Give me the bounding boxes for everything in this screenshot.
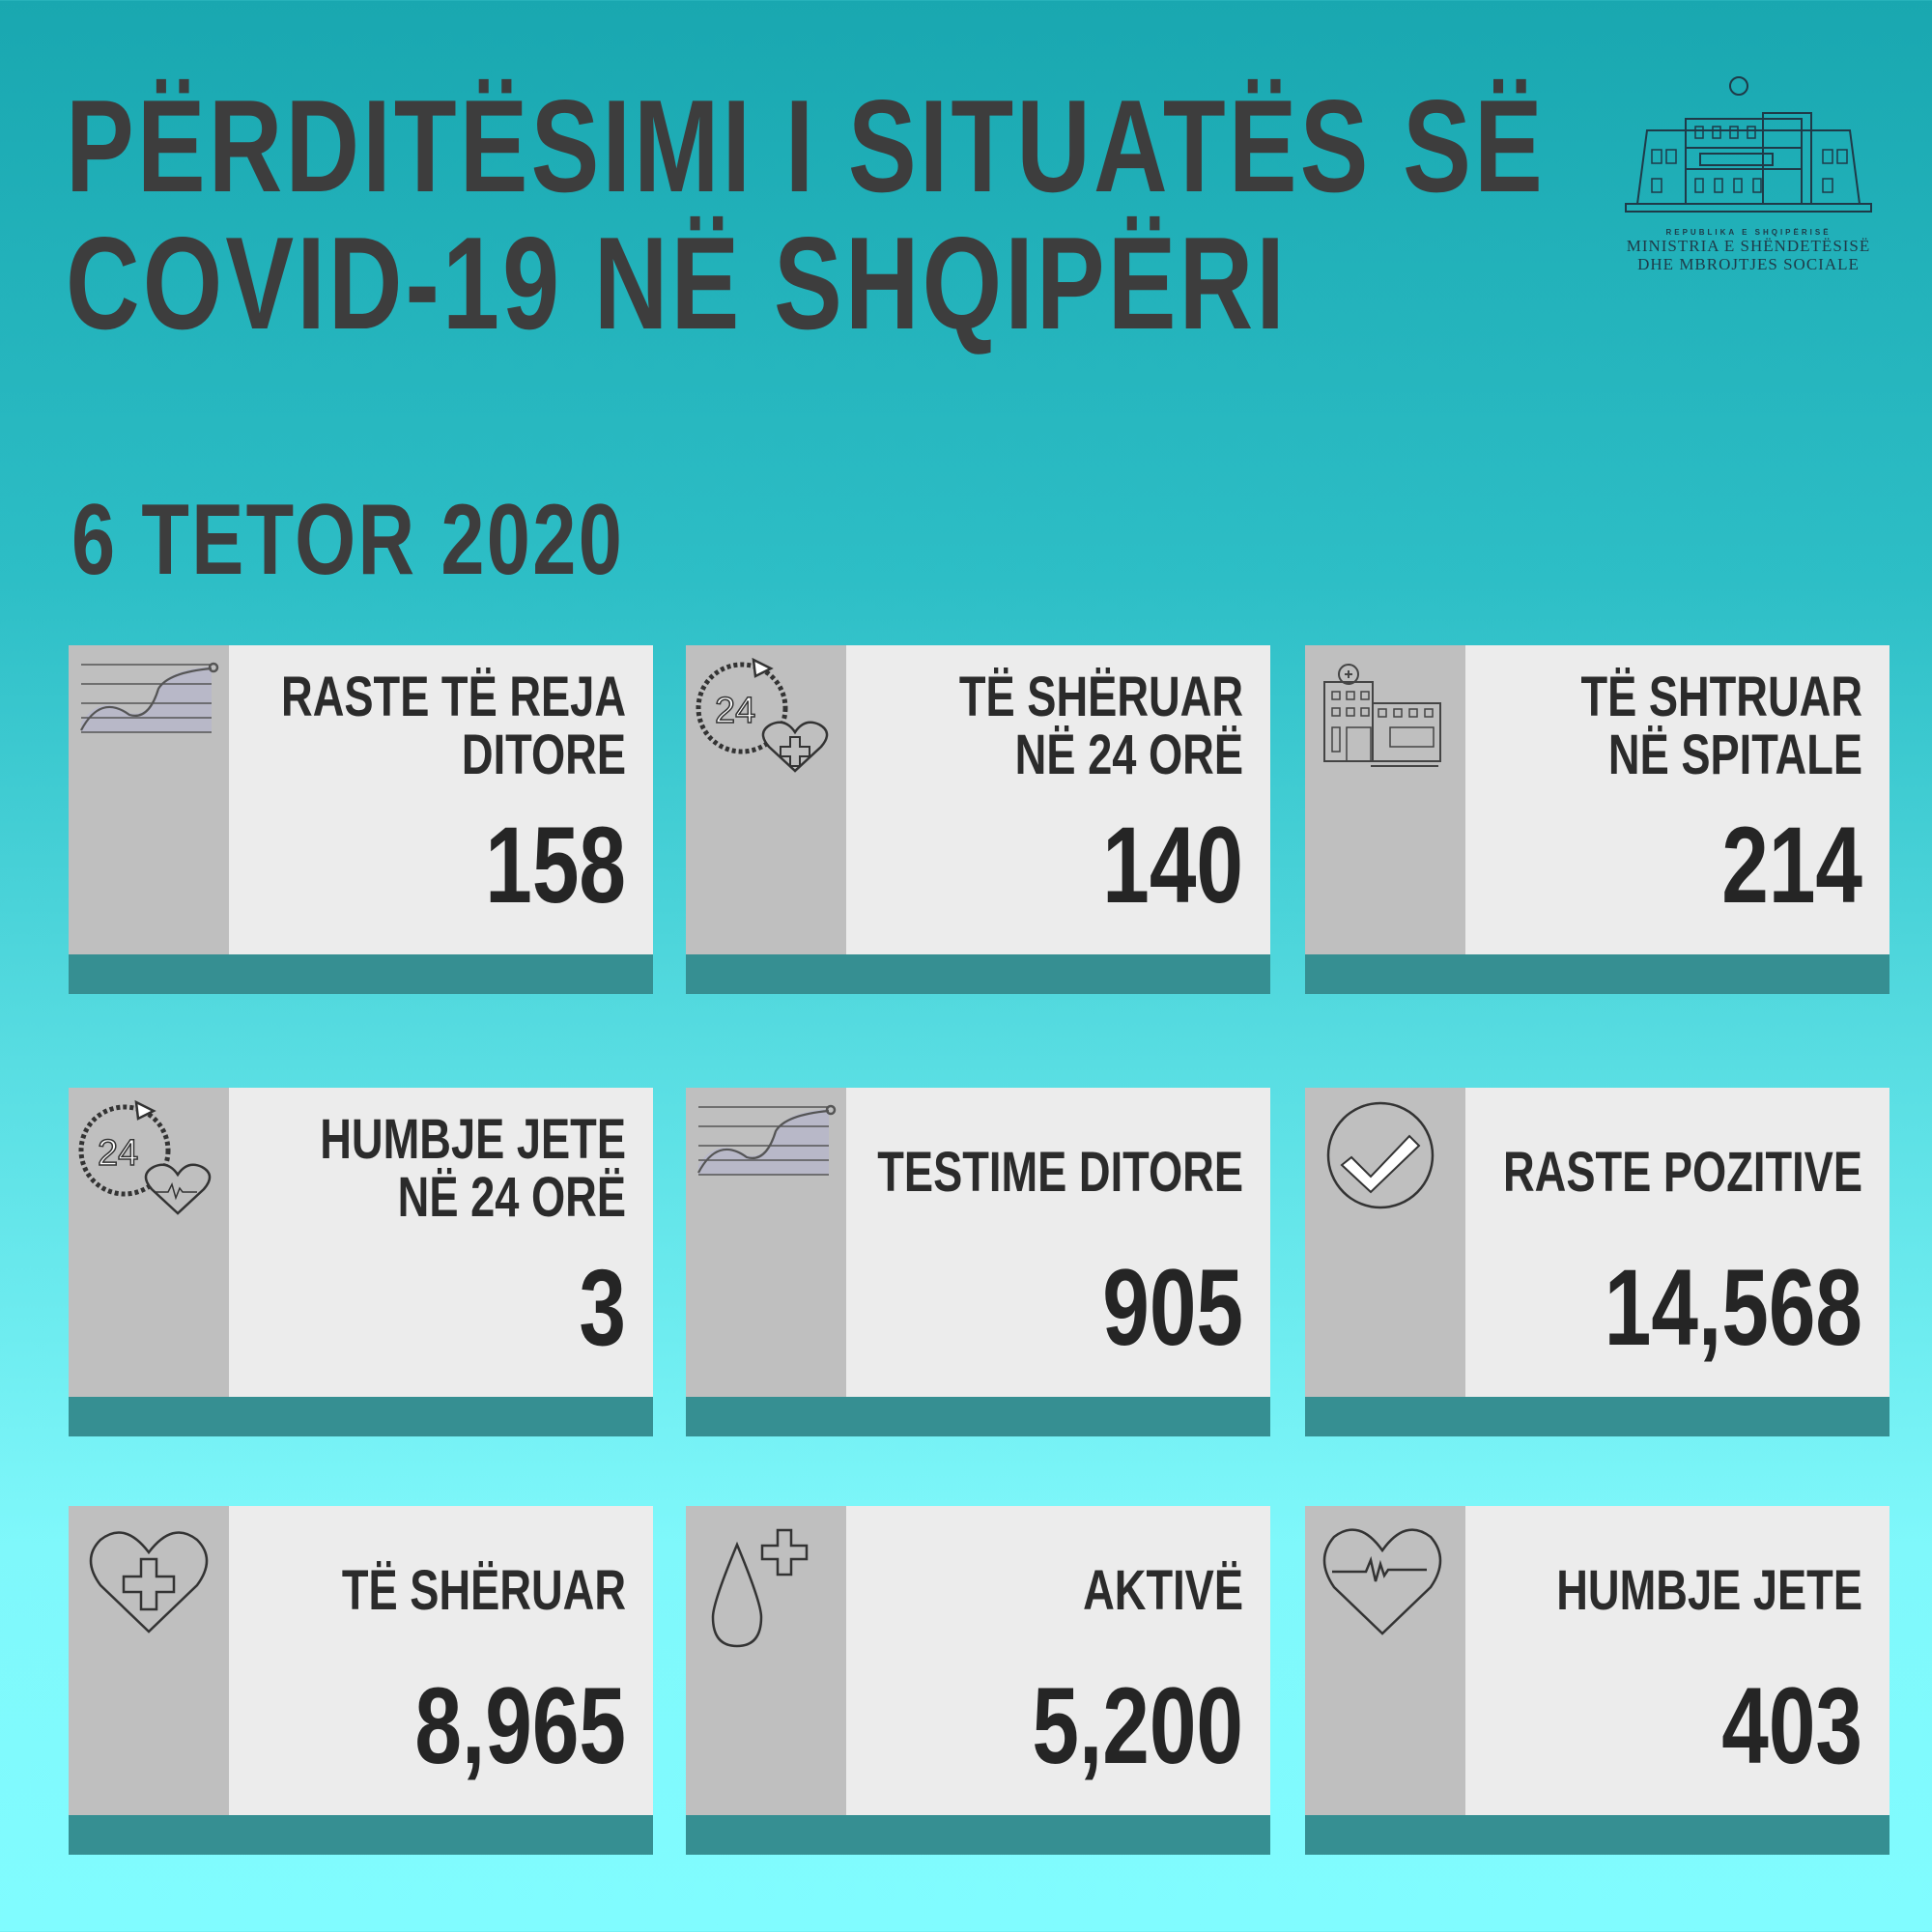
card-value: 8,965 bbox=[414, 1665, 626, 1786]
card-body bbox=[1465, 1088, 1889, 1397]
card-body bbox=[229, 1088, 653, 1397]
page-title: PËRDITËSIMI I SITUATËS SË COVID-19 NË SH… bbox=[66, 77, 1932, 352]
card-body bbox=[846, 1506, 1270, 1815]
card-value: 140 bbox=[1102, 805, 1243, 925]
logo-ministry-2: DHE MBROJTJES SOCIALE bbox=[1637, 255, 1860, 273]
stat-card: TË SHTRUAR NË SPITALE 214 bbox=[1305, 645, 1889, 994]
stat-card: RASTE TË REJA DITORE 158 bbox=[69, 645, 653, 994]
card-icon-panel: 24 bbox=[69, 1088, 229, 1397]
card-label: RASTE POZITIVE bbox=[1502, 1141, 1862, 1204]
card-footer-bar bbox=[686, 1815, 1270, 1855]
stat-card: TESTIME DITORE 905 bbox=[686, 1088, 1270, 1436]
card-body bbox=[229, 645, 653, 954]
stat-card: 24 TË SHËRUAR NË 24 ORË 140 bbox=[686, 645, 1270, 994]
card-label: TË SHËRUAR NË 24 ORË bbox=[958, 666, 1243, 786]
report-date: 6 TETOR 2020 bbox=[71, 484, 625, 596]
card-body bbox=[846, 1088, 1270, 1397]
card-footer-bar bbox=[1305, 1815, 1889, 1855]
logo-republic: REPUBLIKA E SHQIPËRISË bbox=[1665, 228, 1832, 237]
card-value: 5,200 bbox=[1032, 1665, 1243, 1786]
card-icon-panel bbox=[69, 1506, 229, 1815]
card-body bbox=[846, 645, 1270, 954]
card-footer-bar bbox=[1305, 954, 1889, 994]
card-icon-panel bbox=[686, 1506, 846, 1815]
card-icon-panel bbox=[686, 1088, 846, 1397]
card-icon-panel: 24 bbox=[686, 645, 846, 954]
card-label: AKTIVË bbox=[1083, 1559, 1243, 1622]
card-value: 905 bbox=[1102, 1247, 1243, 1368]
card-label: TË SHTRUAR NË SPITALE bbox=[1580, 666, 1862, 786]
svg-text:24: 24 bbox=[98, 1133, 138, 1174]
card-footer-bar bbox=[69, 1815, 653, 1855]
stat-card: AKTIVË 5,200 bbox=[686, 1506, 1270, 1855]
card-body bbox=[1465, 645, 1889, 954]
card-footer-bar bbox=[69, 954, 653, 994]
card-icon-panel bbox=[1305, 1506, 1465, 1815]
stat-card: HUMBJE JETE 403 bbox=[1305, 1506, 1889, 1855]
card-body bbox=[229, 1506, 653, 1815]
card-value: 403 bbox=[1721, 1665, 1862, 1786]
ministry-logo: REPUBLIKA E SHQIPËRISË MINISTRIA E SHËND… bbox=[1613, 72, 1884, 273]
stat-card: 24 HUMBJE JETE NË 24 ORË 3 bbox=[69, 1088, 653, 1436]
card-icon-panel bbox=[1305, 645, 1465, 954]
stat-card: TË SHËRUAR 8,965 bbox=[69, 1506, 653, 1855]
card-footer-bar bbox=[69, 1397, 653, 1436]
card-footer-bar bbox=[686, 1397, 1270, 1436]
card-footer-bar bbox=[1305, 1397, 1889, 1436]
card-icon-panel bbox=[69, 645, 229, 954]
card-body bbox=[1465, 1506, 1889, 1815]
card-label: HUMBJE JETE NË 24 ORË bbox=[320, 1108, 626, 1229]
card-footer-bar bbox=[686, 954, 1270, 994]
ministry-building-icon bbox=[1625, 76, 1872, 213]
card-label: HUMBJE JETE bbox=[1556, 1559, 1862, 1622]
card-label: TË SHËRUAR bbox=[341, 1559, 626, 1622]
logo-ministry-1: MINISTRIA E SHËNDETËSISË bbox=[1626, 237, 1871, 255]
card-icon-panel bbox=[1305, 1088, 1465, 1397]
card-value: 14,568 bbox=[1604, 1247, 1862, 1368]
card-label: RASTE TË REJA DITORE bbox=[281, 666, 626, 786]
card-value: 214 bbox=[1721, 805, 1862, 925]
card-value: 158 bbox=[485, 805, 626, 925]
card-label: TESTIME DITORE bbox=[877, 1141, 1243, 1204]
svg-text:24: 24 bbox=[715, 691, 755, 731]
stat-card: RASTE POZITIVE 14,568 bbox=[1305, 1088, 1889, 1436]
title-line-1: PËRDITËSIMI I SITUATËS SË bbox=[66, 72, 1546, 219]
card-value: 3 bbox=[579, 1247, 626, 1368]
title-line-2: COVID-19 NË SHQIPËRI bbox=[66, 210, 1288, 356]
